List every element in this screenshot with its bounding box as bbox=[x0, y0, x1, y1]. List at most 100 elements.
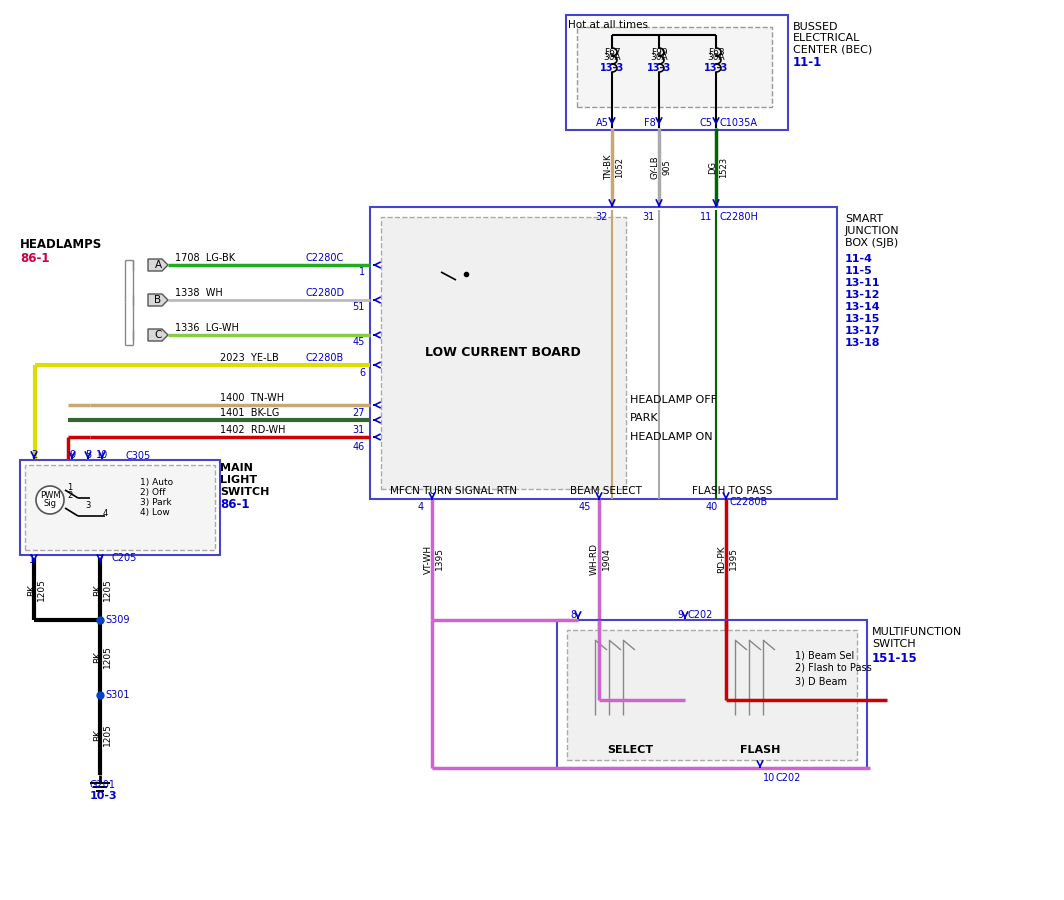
Text: PARK: PARK bbox=[630, 413, 659, 423]
Text: 40: 40 bbox=[705, 502, 718, 512]
Text: 1708  LG-BK: 1708 LG-BK bbox=[174, 253, 235, 263]
Text: 1052: 1052 bbox=[615, 157, 624, 177]
Text: BK: BK bbox=[27, 584, 36, 596]
Polygon shape bbox=[148, 329, 168, 341]
Text: WH-RD: WH-RD bbox=[591, 543, 599, 575]
Text: LOW CURRENT BOARD: LOW CURRENT BOARD bbox=[426, 346, 581, 359]
Text: 1400  TN-WH: 1400 TN-WH bbox=[220, 393, 284, 403]
Text: 3) D Beam: 3) D Beam bbox=[795, 676, 847, 686]
Text: 1904: 1904 bbox=[602, 547, 611, 571]
Text: 9: 9 bbox=[69, 450, 76, 460]
Text: 11: 11 bbox=[700, 212, 712, 222]
Circle shape bbox=[36, 486, 64, 514]
Text: 1336  LG-WH: 1336 LG-WH bbox=[174, 323, 239, 333]
Text: 4: 4 bbox=[418, 502, 423, 512]
Text: 1205: 1205 bbox=[103, 579, 112, 601]
Bar bbox=[370, 207, 837, 499]
Text: SELECT: SELECT bbox=[606, 745, 653, 755]
Text: 1) Beam Sel: 1) Beam Sel bbox=[795, 650, 854, 660]
Text: 1402  RD-WH: 1402 RD-WH bbox=[220, 425, 285, 435]
Bar bbox=[381, 217, 626, 489]
Text: 3: 3 bbox=[85, 500, 90, 509]
Text: RD-PK: RD-PK bbox=[717, 545, 726, 572]
Text: C: C bbox=[154, 330, 162, 340]
Text: BOX (SJB): BOX (SJB) bbox=[845, 238, 898, 248]
Text: 51: 51 bbox=[352, 302, 365, 312]
Text: 45: 45 bbox=[579, 502, 591, 512]
Text: 10-3: 10-3 bbox=[90, 791, 118, 801]
Text: 13-17: 13-17 bbox=[845, 326, 881, 336]
Text: C2280D: C2280D bbox=[305, 288, 344, 298]
Text: 1395: 1395 bbox=[729, 547, 738, 571]
Text: 3) Park: 3) Park bbox=[140, 499, 171, 508]
Text: LIGHT: LIGHT bbox=[220, 475, 257, 485]
Text: 1: 1 bbox=[67, 482, 72, 491]
Text: BK: BK bbox=[93, 584, 102, 596]
Text: MAIN: MAIN bbox=[220, 463, 253, 473]
Text: MULTIFUNCTION: MULTIFUNCTION bbox=[872, 627, 962, 637]
Text: C1035A: C1035A bbox=[720, 118, 758, 128]
Text: SMART: SMART bbox=[845, 214, 883, 224]
Text: 6: 6 bbox=[359, 368, 365, 378]
Text: 1401  BK-LG: 1401 BK-LG bbox=[220, 408, 280, 418]
Text: CENTER (BEC): CENTER (BEC) bbox=[793, 44, 872, 54]
Text: C2280C: C2280C bbox=[305, 253, 344, 263]
Text: 1) Auto: 1) Auto bbox=[140, 479, 173, 488]
Text: GY-LB: GY-LB bbox=[651, 155, 660, 179]
Text: HEADLAMP ON: HEADLAMP ON bbox=[630, 432, 713, 442]
Polygon shape bbox=[148, 294, 168, 306]
Text: 2: 2 bbox=[31, 450, 37, 460]
Text: B: B bbox=[154, 295, 162, 305]
Text: FLASH TO PASS: FLASH TO PASS bbox=[692, 486, 772, 496]
Text: C205: C205 bbox=[112, 553, 137, 563]
Text: VT-WH: VT-WH bbox=[423, 544, 433, 573]
Bar bbox=[577, 27, 772, 107]
Text: 1395: 1395 bbox=[435, 547, 444, 571]
Text: Sig: Sig bbox=[44, 499, 56, 508]
Text: BK: BK bbox=[93, 729, 102, 741]
Text: 10: 10 bbox=[763, 773, 776, 783]
Text: FLASH: FLASH bbox=[739, 745, 780, 755]
Text: 30A: 30A bbox=[708, 53, 725, 62]
Text: 1: 1 bbox=[29, 555, 35, 565]
Text: 1205: 1205 bbox=[103, 645, 112, 669]
Text: DG: DG bbox=[708, 160, 717, 174]
Bar bbox=[24, 465, 215, 550]
Text: 4) Low: 4) Low bbox=[140, 508, 170, 518]
Text: 1338  WH: 1338 WH bbox=[174, 288, 222, 298]
Text: G201: G201 bbox=[90, 780, 116, 790]
Text: 2) Off: 2) Off bbox=[140, 489, 166, 498]
Text: 13-3: 13-3 bbox=[600, 63, 625, 73]
Text: 2: 2 bbox=[67, 491, 72, 500]
Text: 31: 31 bbox=[643, 212, 655, 222]
Text: S309: S309 bbox=[105, 615, 130, 625]
Text: HEADLAMPS: HEADLAMPS bbox=[20, 238, 102, 251]
Text: 5: 5 bbox=[85, 450, 92, 460]
Text: BK: BK bbox=[93, 651, 102, 663]
Text: F8: F8 bbox=[644, 118, 656, 128]
Text: 1205: 1205 bbox=[103, 724, 112, 746]
Text: 13-12: 13-12 bbox=[845, 290, 881, 300]
Text: A: A bbox=[154, 260, 162, 270]
Text: 2023  YE-LB: 2023 YE-LB bbox=[220, 353, 279, 363]
Text: 13-15: 13-15 bbox=[845, 314, 880, 324]
Text: 30A: 30A bbox=[603, 53, 620, 62]
Text: BEAM SELECT: BEAM SELECT bbox=[570, 486, 642, 496]
Text: SWITCH: SWITCH bbox=[872, 639, 916, 649]
Text: Hot at all times: Hot at all times bbox=[568, 20, 648, 30]
Text: F99: F99 bbox=[651, 48, 667, 57]
Bar bbox=[556, 620, 867, 768]
Text: C2280B: C2280B bbox=[305, 353, 344, 363]
Text: 31: 31 bbox=[353, 425, 365, 435]
Text: 13-14: 13-14 bbox=[845, 302, 881, 312]
Text: JUNCTION: JUNCTION bbox=[845, 226, 900, 236]
Text: 11-5: 11-5 bbox=[845, 266, 872, 276]
Text: 9: 9 bbox=[677, 610, 683, 620]
Text: 13-18: 13-18 bbox=[845, 338, 881, 348]
Text: A5: A5 bbox=[596, 118, 609, 128]
Text: SWITCH: SWITCH bbox=[220, 487, 269, 497]
Text: PWM: PWM bbox=[39, 491, 61, 500]
Text: MFCN TURN SIGNAL RTN: MFCN TURN SIGNAL RTN bbox=[390, 486, 517, 496]
Text: C2280H: C2280H bbox=[719, 212, 758, 222]
Polygon shape bbox=[148, 259, 168, 271]
